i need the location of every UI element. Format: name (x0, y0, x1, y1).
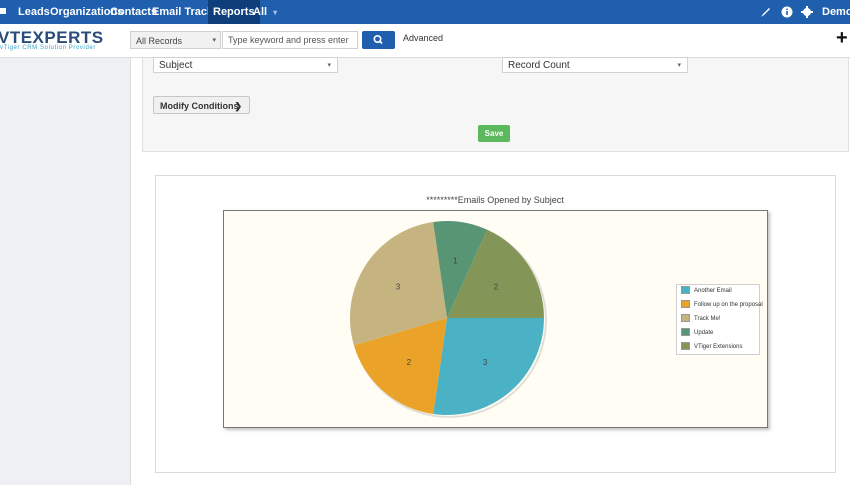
group-by-value: Subject (159, 60, 193, 71)
legend-item: Another Email (681, 286, 732, 296)
legend-item: Follow up on the proposal (681, 300, 763, 310)
chart-title: *********Emails Opened by Subject (426, 195, 564, 205)
legend-item: VTiger Extensions (681, 342, 742, 352)
legend-swatch (681, 328, 690, 337)
company-logo[interactable]: VTEXPERTS vTiger CRM Solution Provider (0, 28, 120, 58)
logo-tagline: vTiger CRM Solution Provider (0, 45, 96, 51)
save-button[interactable]: Save (478, 125, 510, 142)
search-button[interactable] (362, 31, 395, 49)
measure-value: Record Count (508, 60, 570, 71)
legend-item: Track Me! (681, 314, 720, 324)
legend-label: Update (694, 330, 714, 336)
left-sidebar (0, 58, 131, 485)
user-menu[interactable]: Demo ▾ (822, 0, 850, 41)
info-icon[interactable] (781, 0, 793, 24)
chevron-down-icon: ▾ (273, 8, 278, 17)
legend-swatch (681, 286, 690, 295)
modify-conditions-button[interactable]: Modify Conditions ❯ (153, 96, 250, 114)
nav-leads[interactable]: Leads (18, 6, 50, 18)
advanced-search-link[interactable]: Advanced (403, 33, 444, 43)
logo-text: VTEXPERTS (0, 28, 104, 47)
group-by-dropdown[interactable]: Subject ▾ (153, 57, 338, 73)
legend-label: Follow up on the proposal (694, 302, 763, 308)
nav-reports[interactable]: Reports (208, 0, 260, 24)
chevron-down-icon: ▾ (677, 62, 681, 69)
search-scope-value: All Records (136, 36, 183, 46)
legend-item: Update (681, 328, 713, 338)
nav-organizations[interactable]: Organizations (50, 6, 124, 18)
legend-label: VTiger Extensions (694, 344, 743, 350)
home-icon[interactable] (0, 0, 8, 24)
measure-dropdown[interactable]: Record Count ▾ (502, 57, 688, 73)
nav-all[interactable]: All ▾ (253, 0, 277, 24)
gear-icon[interactable] (801, 0, 813, 24)
modify-conditions-label: Modify Conditions (160, 101, 239, 111)
chart-legend: Another Email Follow up on the proposal … (676, 284, 763, 355)
top-navigation-bar: Leads Organizations Contacts Email Track… (0, 0, 850, 41)
legend-swatch (681, 314, 690, 323)
legend-label: Another Email (694, 288, 732, 294)
chevron-down-icon: ▾ (327, 62, 331, 69)
add-icon[interactable]: + (836, 27, 848, 49)
chevron-down-icon: ▾ (212, 37, 216, 44)
nav-contacts[interactable]: Contacts (110, 6, 158, 18)
legend-label: Track Me! (694, 316, 721, 322)
user-name: Demo (822, 6, 850, 18)
legend-swatch (681, 300, 690, 309)
search-input[interactable] (222, 31, 358, 49)
search-icon (373, 35, 383, 45)
chevron-right-icon: ❯ (234, 101, 242, 111)
legend-swatch (681, 342, 690, 351)
nav-all-label: All (253, 6, 268, 18)
pencil-icon[interactable] (760, 0, 772, 24)
search-scope-select[interactable]: All Records ▾ (130, 31, 221, 49)
